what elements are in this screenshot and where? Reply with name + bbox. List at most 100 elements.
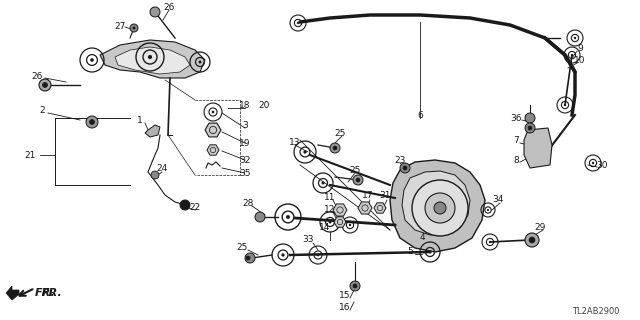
Circle shape (353, 175, 363, 185)
Circle shape (245, 253, 255, 263)
Circle shape (489, 241, 492, 243)
Polygon shape (333, 204, 347, 216)
Circle shape (571, 54, 573, 56)
Circle shape (429, 251, 431, 253)
Text: 26: 26 (163, 3, 175, 12)
Polygon shape (334, 217, 346, 227)
Polygon shape (402, 171, 470, 235)
Text: 33: 33 (302, 236, 314, 244)
Text: 1: 1 (137, 116, 143, 124)
Text: 6: 6 (417, 110, 423, 119)
Polygon shape (207, 145, 219, 155)
Text: 32: 32 (239, 156, 251, 164)
Text: 3: 3 (242, 121, 248, 130)
Text: 25: 25 (334, 129, 346, 138)
Text: 10: 10 (574, 55, 586, 65)
Text: 5: 5 (407, 247, 413, 257)
Circle shape (303, 150, 307, 154)
Circle shape (403, 166, 407, 170)
Text: 11: 11 (324, 194, 336, 203)
Circle shape (130, 24, 138, 32)
Circle shape (148, 55, 152, 59)
Circle shape (528, 126, 532, 130)
Polygon shape (390, 160, 485, 252)
Circle shape (592, 162, 594, 164)
Circle shape (42, 83, 47, 87)
Text: 23: 23 (394, 156, 406, 164)
Text: 35: 35 (239, 169, 251, 178)
Circle shape (525, 233, 539, 247)
Circle shape (330, 143, 340, 153)
Circle shape (356, 178, 360, 182)
Text: 25: 25 (349, 165, 361, 174)
Text: 8: 8 (513, 156, 519, 164)
Text: 27: 27 (115, 21, 125, 30)
Circle shape (297, 22, 300, 24)
Polygon shape (6, 286, 22, 300)
Circle shape (353, 284, 357, 288)
Circle shape (246, 256, 250, 260)
Circle shape (412, 180, 468, 236)
Text: 9: 9 (577, 44, 583, 52)
Circle shape (529, 237, 535, 243)
Circle shape (574, 37, 576, 39)
Circle shape (350, 281, 360, 291)
Text: 24: 24 (156, 164, 168, 172)
Circle shape (434, 202, 446, 214)
Polygon shape (524, 128, 552, 168)
Text: 12: 12 (324, 205, 336, 214)
Polygon shape (358, 202, 372, 214)
Circle shape (525, 113, 535, 123)
Circle shape (328, 220, 332, 223)
Text: 13: 13 (289, 138, 301, 147)
Circle shape (321, 181, 324, 185)
Text: 19: 19 (239, 139, 251, 148)
Circle shape (487, 209, 489, 211)
Text: 25: 25 (236, 243, 248, 252)
Circle shape (400, 163, 410, 173)
Circle shape (317, 254, 319, 256)
Circle shape (39, 79, 51, 91)
Circle shape (564, 104, 566, 106)
Text: 16: 16 (339, 303, 351, 313)
Text: 20: 20 (258, 100, 269, 109)
Circle shape (255, 212, 265, 222)
Text: 26: 26 (31, 71, 43, 81)
Circle shape (86, 116, 98, 128)
Polygon shape (115, 47, 190, 74)
Text: 36: 36 (510, 114, 522, 123)
Text: 14: 14 (319, 223, 331, 233)
Circle shape (425, 193, 455, 223)
Text: 17: 17 (362, 191, 374, 201)
Text: 21: 21 (24, 150, 36, 159)
Circle shape (282, 253, 285, 257)
Text: 4: 4 (419, 234, 425, 243)
Text: 22: 22 (189, 204, 200, 212)
Text: TL2AB2900: TL2AB2900 (573, 308, 620, 316)
Circle shape (180, 200, 190, 210)
Text: 15: 15 (339, 292, 351, 300)
Circle shape (212, 111, 214, 113)
Text: 30: 30 (596, 161, 608, 170)
Polygon shape (205, 123, 221, 137)
Circle shape (90, 58, 94, 62)
Text: 34: 34 (492, 196, 504, 204)
Circle shape (349, 224, 351, 226)
Circle shape (198, 60, 202, 63)
Text: FR.: FR. (35, 288, 56, 298)
Polygon shape (374, 203, 386, 213)
Text: 29: 29 (534, 223, 546, 233)
Text: 7: 7 (513, 135, 519, 145)
Circle shape (90, 119, 95, 124)
Text: 18: 18 (239, 100, 251, 109)
Circle shape (151, 171, 159, 179)
Polygon shape (100, 40, 205, 78)
Circle shape (525, 123, 535, 133)
Text: 31: 31 (380, 191, 391, 201)
Circle shape (150, 7, 160, 17)
Text: 28: 28 (243, 198, 253, 207)
Circle shape (333, 146, 337, 150)
Text: FR.: FR. (42, 288, 63, 298)
Text: 2: 2 (39, 106, 45, 115)
Polygon shape (145, 125, 160, 137)
